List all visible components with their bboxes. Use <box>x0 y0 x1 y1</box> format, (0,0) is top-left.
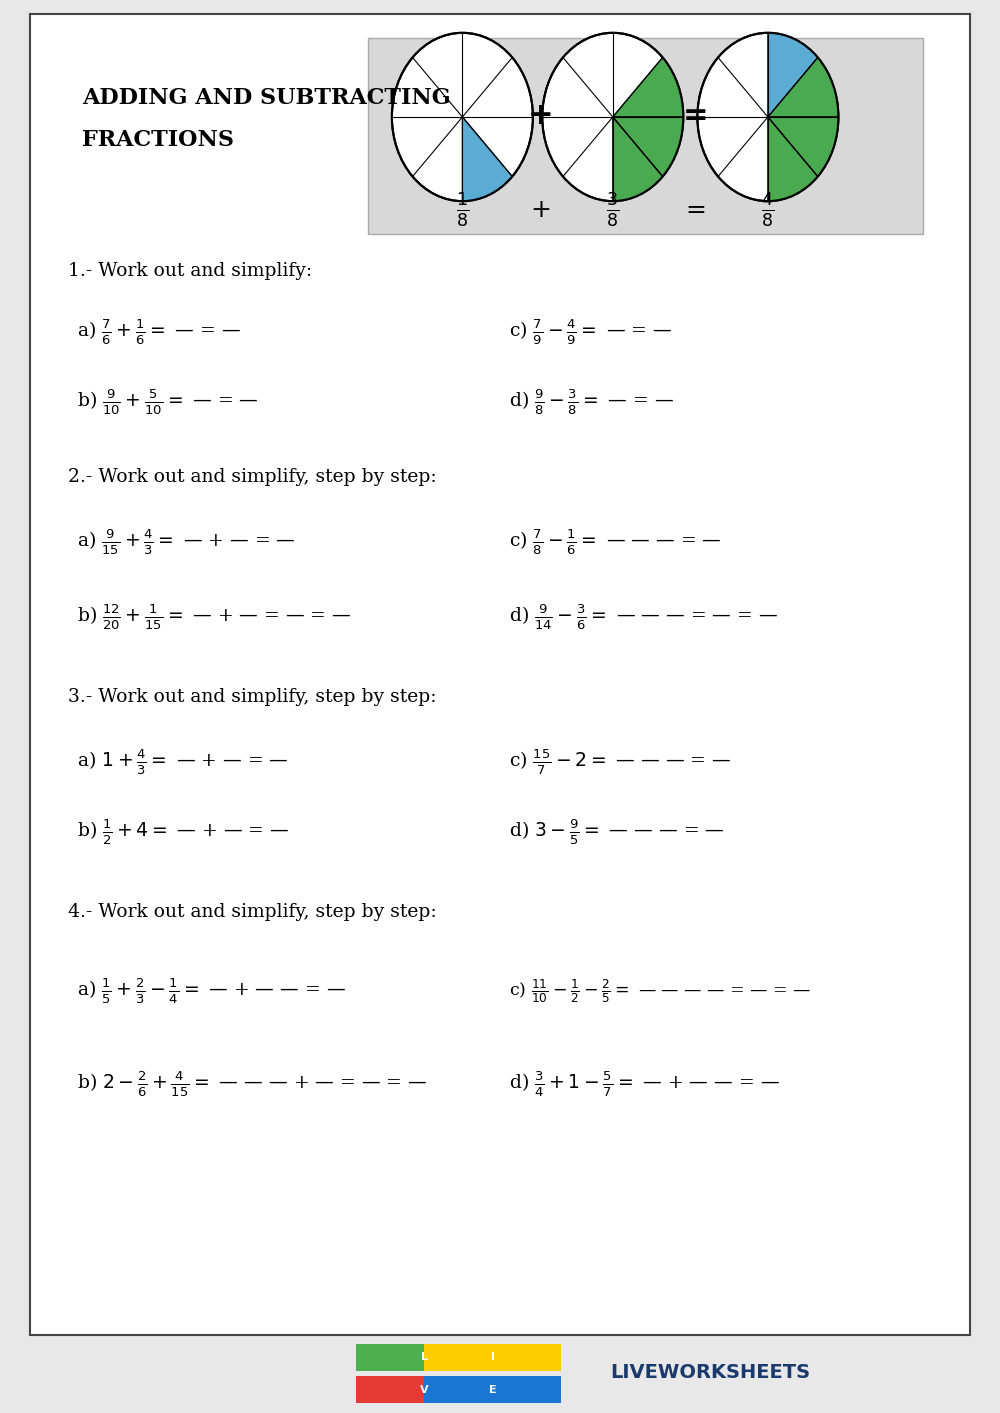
Text: d) $3-\frac{9}{5}=$ — — — = —: d) $3-\frac{9}{5}=$ — — — = — <box>509 818 725 846</box>
Text: c) $\frac{15}{7}-2=$ — — — = —: c) $\frac{15}{7}-2=$ — — — = — <box>509 747 732 777</box>
Text: =: = <box>685 198 706 222</box>
Polygon shape <box>768 32 818 117</box>
Text: 4.- Work out and simplify, step by step:: 4.- Work out and simplify, step by step: <box>68 903 436 921</box>
Text: c) $\frac{7}{8}-\frac{1}{6}=$ — — — = —: c) $\frac{7}{8}-\frac{1}{6}=$ — — — = — <box>509 527 722 557</box>
Text: I: I <box>491 1352 495 1362</box>
Text: $\frac{4}{8}$: $\frac{4}{8}$ <box>761 192 774 229</box>
Text: 1.- Work out and simplify:: 1.- Work out and simplify: <box>68 263 312 280</box>
FancyBboxPatch shape <box>368 38 923 235</box>
Ellipse shape <box>542 32 683 201</box>
Text: a) $\frac{7}{6}+\frac{1}{6}=$ — = —: a) $\frac{7}{6}+\frac{1}{6}=$ — = — <box>77 318 241 346</box>
Polygon shape <box>613 58 683 117</box>
Text: =: = <box>683 100 708 130</box>
Polygon shape <box>768 117 838 177</box>
Text: a) $\frac{1}{5}+\frac{2}{3}-\frac{1}{4}=$ — + — — = —: a) $\frac{1}{5}+\frac{2}{3}-\frac{1}{4}=… <box>77 976 346 1006</box>
Text: V: V <box>420 1385 429 1395</box>
Text: c) $\frac{7}{9}-\frac{4}{9}=$ — = —: c) $\frac{7}{9}-\frac{4}{9}=$ — = — <box>509 318 673 346</box>
Text: c) $\frac{11}{10}-\frac{1}{2}-\frac{2}{5}=$ — — — — = — = —: c) $\frac{11}{10}-\frac{1}{2}-\frac{2}{5… <box>509 978 812 1005</box>
Text: E: E <box>489 1385 496 1395</box>
Polygon shape <box>613 117 663 201</box>
Text: $\frac{3}{8}$: $\frac{3}{8}$ <box>606 192 619 229</box>
Text: b) $\frac{9}{10}+\frac{5}{10}=$ — = —: b) $\frac{9}{10}+\frac{5}{10}=$ — = — <box>77 387 259 417</box>
Text: a) $1+\frac{4}{3}=$ — + — = —: a) $1+\frac{4}{3}=$ — + — = — <box>77 747 289 777</box>
Polygon shape <box>462 117 512 201</box>
FancyBboxPatch shape <box>424 1344 561 1371</box>
Polygon shape <box>613 117 683 177</box>
Text: +: + <box>530 198 551 222</box>
FancyBboxPatch shape <box>356 1344 493 1371</box>
Text: d) $\frac{3}{4}+1-\frac{5}{7}=$ — + — — = —: d) $\frac{3}{4}+1-\frac{5}{7}=$ — + — — … <box>509 1070 780 1099</box>
Text: 2.- Work out and simplify, step by step:: 2.- Work out and simplify, step by step: <box>68 468 436 486</box>
Text: b) $2-\frac{2}{6}+\frac{4}{15}=$ — — — + — = — = —: b) $2-\frac{2}{6}+\frac{4}{15}=$ — — — +… <box>77 1070 427 1099</box>
Text: FRACTIONS: FRACTIONS <box>82 130 234 151</box>
FancyBboxPatch shape <box>424 1376 561 1403</box>
Text: d) $\frac{9}{14}-\frac{3}{6}=$ — — — = — = —: d) $\frac{9}{14}-\frac{3}{6}=$ — — — = —… <box>509 602 778 632</box>
Text: b) $\frac{1}{2}+4=$ — + — = —: b) $\frac{1}{2}+4=$ — + — = — <box>77 818 289 846</box>
Text: ADDING AND SUBTRACTING: ADDING AND SUBTRACTING <box>82 88 450 109</box>
Polygon shape <box>768 58 838 117</box>
Text: +: + <box>528 100 553 130</box>
Text: d) $\frac{9}{8}-\frac{3}{8}=$ — = —: d) $\frac{9}{8}-\frac{3}{8}=$ — = — <box>509 387 674 417</box>
Text: b) $\frac{12}{20}+\frac{1}{15}=$ — + — = — = —: b) $\frac{12}{20}+\frac{1}{15}=$ — + — =… <box>77 602 351 632</box>
Text: a) $\frac{9}{15}+\frac{4}{3}=$ — + — = —: a) $\frac{9}{15}+\frac{4}{3}=$ — + — = — <box>77 527 296 557</box>
Text: LIVEWORKSHEETS: LIVEWORKSHEETS <box>610 1362 811 1382</box>
Ellipse shape <box>392 32 533 201</box>
Ellipse shape <box>697 32 838 201</box>
FancyBboxPatch shape <box>356 1376 493 1403</box>
Polygon shape <box>768 117 818 201</box>
Text: $\frac{1}{8}$: $\frac{1}{8}$ <box>456 192 469 229</box>
Text: 3.- Work out and simplify, step by step:: 3.- Work out and simplify, step by step: <box>68 688 436 705</box>
Text: L: L <box>421 1352 428 1362</box>
